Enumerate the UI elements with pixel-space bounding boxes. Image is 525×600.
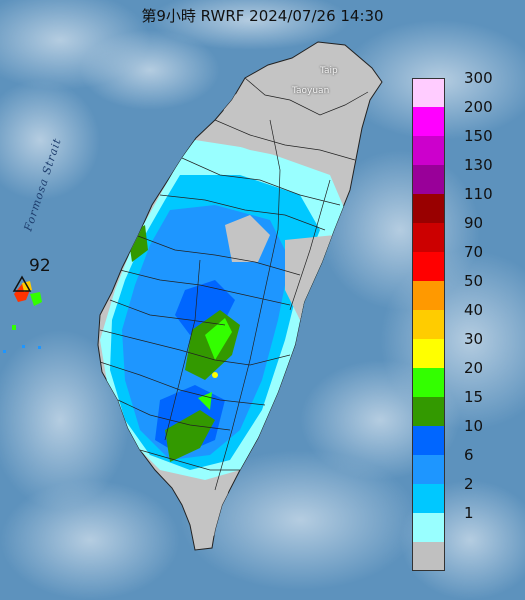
legend-label: 2 [464, 475, 474, 493]
peak-value-label: 92 [29, 256, 51, 276]
legend-item: 110 [412, 185, 522, 224]
legend-swatch [412, 455, 445, 484]
legend-label: 300 [464, 69, 493, 87]
legend-item: 150 [412, 127, 522, 166]
legend-label: 130 [464, 156, 493, 174]
legend-label: 15 [464, 388, 484, 406]
legend-label: 110 [464, 185, 493, 203]
legend-swatch [412, 281, 445, 310]
city-label-taoyuan: Taoyuan [292, 86, 330, 96]
legend-label: 90 [464, 214, 484, 232]
legend-item: 10 [412, 417, 522, 456]
map-title: 第9小時 RWRF 2024/07/26 14:30 [141, 7, 384, 25]
legend-swatch [412, 310, 445, 339]
legend-label: 200 [464, 98, 493, 116]
legend-swatch [412, 397, 445, 426]
peak-marker-triangle [12, 275, 32, 292]
legend-item: 40 [412, 301, 522, 340]
legend-swatch [412, 165, 445, 194]
legend-label: 40 [464, 301, 484, 319]
legend-swatch [412, 78, 445, 107]
legend-swatch [412, 339, 445, 368]
legend-item [412, 542, 522, 572]
county-boundaries [99, 77, 369, 491]
rain-zone-30 [212, 372, 218, 378]
legend-label: 150 [464, 127, 493, 145]
legend-item: 15 [412, 388, 522, 427]
legend-label: 6 [464, 446, 474, 464]
legend-item: 20 [412, 359, 522, 398]
legend-label: 30 [464, 330, 484, 348]
legend-swatch [412, 252, 445, 281]
legend-label: 50 [464, 272, 484, 290]
rain-zone-15b [165, 410, 215, 462]
rainfall-field [100, 60, 365, 545]
legend-swatch [412, 542, 445, 571]
legend-label: 20 [464, 359, 484, 377]
legend-swatch [412, 368, 445, 397]
legend-item: 300 [412, 69, 522, 108]
legend-label: 1 [464, 504, 474, 522]
legend-swatch [412, 194, 445, 223]
legend-label: 70 [464, 243, 484, 261]
city-label-taipei: Taip [320, 66, 338, 76]
legend-swatch [412, 223, 445, 252]
legend-swatch [412, 484, 445, 513]
rain-zone-20a [205, 318, 232, 360]
penghu-islands [3, 275, 42, 353]
dry-patch-mid [225, 215, 270, 262]
taiwan-island [97, 41, 383, 551]
legend-item: 70 [412, 243, 522, 282]
legend-swatch [412, 426, 445, 455]
legend-item: 1 [412, 504, 522, 543]
dry-patch-east [285, 235, 335, 320]
legend-label: 10 [464, 417, 484, 435]
legend-swatch [412, 513, 445, 542]
legend-swatch [412, 136, 445, 165]
legend-swatch [412, 107, 445, 136]
rain-zone-20b [198, 392, 212, 410]
